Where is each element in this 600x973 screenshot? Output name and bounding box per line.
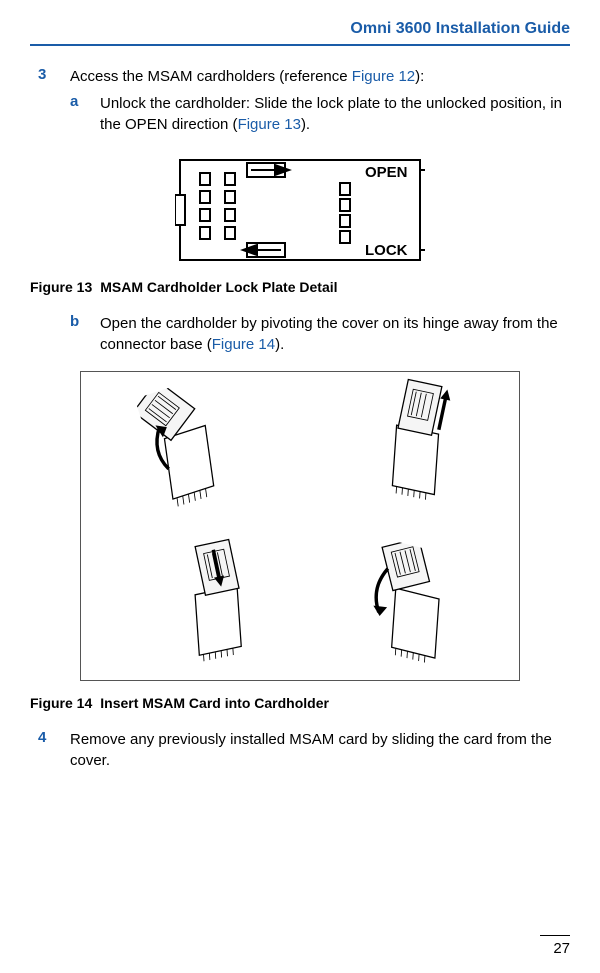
step-4-number: 4 xyxy=(30,729,70,771)
figure-13-diagram: OPEN LOCK xyxy=(30,155,570,265)
step-3a: a Unlock the cardholder: Slide the lock … xyxy=(70,93,570,135)
step-3b-text: Open the cardholder by pivoting the cove… xyxy=(100,313,570,355)
step-3-post: ): xyxy=(415,68,424,85)
figure-14-label: Figure 14 xyxy=(30,695,92,711)
step-3-pre: Access the MSAM cardholders (reference xyxy=(70,68,352,85)
figure-13-link[interactable]: Figure 13 xyxy=(238,116,301,133)
step-3-number: 3 xyxy=(30,66,70,87)
step-3a-post: ). xyxy=(301,116,310,133)
open-label: OPEN xyxy=(365,164,408,181)
lock-label: LOCK xyxy=(365,242,408,259)
page-number: 27 xyxy=(540,935,570,957)
figure-12-link[interactable]: Figure 12 xyxy=(352,68,415,85)
figure-13-caption-text: MSAM Cardholder Lock Plate Detail xyxy=(100,279,337,295)
step-3: 3 Access the MSAM cardholders (reference… xyxy=(30,66,570,87)
step-4-text: Remove any previously installed MSAM car… xyxy=(70,729,570,771)
step-3b: b Open the cardholder by pivoting the co… xyxy=(70,313,570,355)
step-3b-letter: b xyxy=(70,313,100,355)
figure-14-caption: Figure 14 Insert MSAM Card into Cardholde… xyxy=(30,695,570,711)
step-3a-text: Unlock the cardholder: Slide the lock pl… xyxy=(100,93,570,135)
step-3a-letter: a xyxy=(70,93,100,135)
page-header: Omni 3600 Installation Guide xyxy=(30,20,570,46)
step-4: 4 Remove any previously installed MSAM c… xyxy=(30,729,570,771)
figure-13-caption: Figure 13 MSAM Cardholder Lock Plate Deta… xyxy=(30,279,570,295)
figure-14-caption-text: Insert MSAM Card into Cardholder xyxy=(100,695,329,711)
figure-14-link[interactable]: Figure 14 xyxy=(212,336,275,353)
figure-14-diagram xyxy=(30,371,570,681)
step-3b-pre: Open the cardholder by pivoting the cove… xyxy=(100,315,558,353)
step-3b-post: ). xyxy=(275,336,284,353)
step-3a-pre: Unlock the cardholder: Slide the lock pl… xyxy=(100,95,562,133)
figure-13-label: Figure 13 xyxy=(30,279,92,295)
step-3-text: Access the MSAM cardholders (reference F… xyxy=(70,66,570,87)
